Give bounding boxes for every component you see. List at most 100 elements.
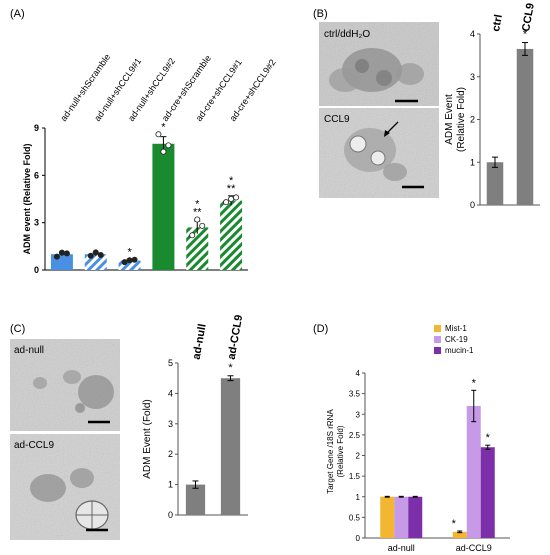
significance-marker: ** xyxy=(193,207,202,219)
data-point xyxy=(92,249,99,256)
y-tick-label: 4 xyxy=(168,388,173,398)
significance-marker: ** xyxy=(227,183,236,195)
panel-label-a: (A) xyxy=(10,8,25,20)
bar xyxy=(394,496,409,538)
y-tick-label: 1 xyxy=(356,493,361,502)
category-label: ad-null xyxy=(388,543,415,553)
significance-marker: * xyxy=(452,518,457,530)
y-axis-label: ADM event (Relative Fold) xyxy=(22,143,32,254)
micrograph-label-ctrl: ctrl/ddH₂O xyxy=(324,29,370,40)
significance-marker: * xyxy=(229,175,234,187)
data-point xyxy=(87,252,94,259)
significance-marker: * xyxy=(161,121,166,133)
legend-swatch xyxy=(434,347,441,354)
y-tick-label: 1 xyxy=(168,480,173,490)
micrograph-b-bottom: CCL9 xyxy=(319,108,439,198)
bar xyxy=(380,496,395,538)
significance-marker: * xyxy=(472,377,477,389)
chart-d: 0 0.5 1 1.5 2 2.5 3 3.5 4 Target Gene /18S rRNA(R… xyxy=(326,324,510,553)
significance-marker: * xyxy=(486,432,491,444)
micrograph-label-ad-null: ad-null xyxy=(14,345,44,356)
category-label: ad-CCL9 xyxy=(226,314,246,361)
y-tick-label: 3 xyxy=(356,410,361,419)
data-point xyxy=(165,142,172,149)
data-point xyxy=(228,195,235,202)
y-tick-label: 2 xyxy=(168,449,173,459)
panel-label-b: (B) xyxy=(313,8,328,20)
bar xyxy=(466,406,481,538)
y-tick-label: 1.5 xyxy=(349,472,361,481)
y-tick-label: 2 xyxy=(356,452,361,461)
data-point xyxy=(58,249,65,256)
y-tick-label: 0 xyxy=(356,534,361,543)
data-point xyxy=(53,253,60,260)
y-tick-label: 3 xyxy=(168,419,173,429)
category-label: ad-null xyxy=(191,323,209,361)
data-point xyxy=(194,216,201,223)
y-tick-label: 4 xyxy=(470,29,475,39)
bar xyxy=(118,260,141,270)
chart-c: 0 1 2 3 4 5 ADM Event (Fold) ad-null *ad-CCL9 xyxy=(142,314,248,520)
bar xyxy=(452,531,467,538)
legend-label: Mist-1 xyxy=(445,324,467,333)
legend-label: CK-19 xyxy=(445,335,468,344)
bar xyxy=(220,200,243,270)
y-axis-label: ADM Event(Relative Fold) xyxy=(444,87,467,152)
y-tick-label: 3 xyxy=(470,72,475,82)
data-point xyxy=(233,194,240,201)
y-tick-label: 0 xyxy=(470,200,475,210)
legend-swatch xyxy=(434,336,441,343)
category-label: ctrl xyxy=(490,14,505,33)
y-tick-label: 3 xyxy=(34,218,39,228)
y-tick-label: 9 xyxy=(34,123,39,133)
data-point xyxy=(121,259,128,266)
legend-swatch xyxy=(434,325,441,332)
significance-marker: * xyxy=(228,362,233,374)
y-tick-label: 2 xyxy=(470,115,475,125)
significance-marker: * xyxy=(195,199,200,211)
panel-label-c: (C) xyxy=(10,323,25,335)
data-point xyxy=(160,148,167,155)
y-tick-label: 0.5 xyxy=(349,513,361,522)
data-point xyxy=(97,252,104,259)
y-tick-label: 0 xyxy=(34,265,39,275)
bar xyxy=(516,48,534,206)
data-point xyxy=(63,250,70,257)
bar xyxy=(152,143,175,270)
y-axis-label: Target Gene /18S rRNA(Relative Fold) xyxy=(326,409,345,494)
micrograph-label-ad-ccl9: ad-CCL9 xyxy=(14,440,54,451)
significance-marker: * xyxy=(523,29,528,41)
data-point xyxy=(189,232,196,239)
y-tick-label: 2.5 xyxy=(349,431,361,440)
bar xyxy=(185,484,206,515)
bar xyxy=(486,162,504,205)
bar xyxy=(480,447,495,538)
bar xyxy=(408,496,423,538)
legend-label: mucin-1 xyxy=(445,346,474,355)
y-tick-label: 6 xyxy=(34,170,39,180)
micrograph-c-bottom: ad-CCL9 xyxy=(10,434,120,540)
category-label: ad-CCL9 xyxy=(456,543,492,553)
micrograph-b-top: ctrl/ddH₂O xyxy=(319,22,439,106)
micrograph-c-top: ad-null xyxy=(10,339,120,431)
data-point xyxy=(223,199,230,206)
data-point xyxy=(155,131,162,138)
y-axis-label: ADM Event (Fold) xyxy=(142,399,153,478)
micrograph-label-ccl9: CCL9 xyxy=(324,114,350,125)
y-tick-label: 0 xyxy=(168,510,173,520)
panel-label-d: (D) xyxy=(313,323,328,335)
data-point xyxy=(199,222,206,229)
chart-b: 0 1 2 3 4 ADM Event(Relative Fold) ctrl *CCL9 xyxy=(444,2,540,210)
significance-marker: * xyxy=(127,246,132,258)
category-label: CCL9 xyxy=(520,2,537,32)
bar xyxy=(186,227,209,270)
y-tick-label: 1 xyxy=(470,157,475,167)
y-tick-label: 3.5 xyxy=(349,390,361,399)
data-point xyxy=(126,257,133,264)
y-tick-label: 5 xyxy=(168,358,173,368)
bar xyxy=(220,378,241,515)
data-point xyxy=(131,256,138,263)
y-tick-label: 4 xyxy=(356,369,361,378)
